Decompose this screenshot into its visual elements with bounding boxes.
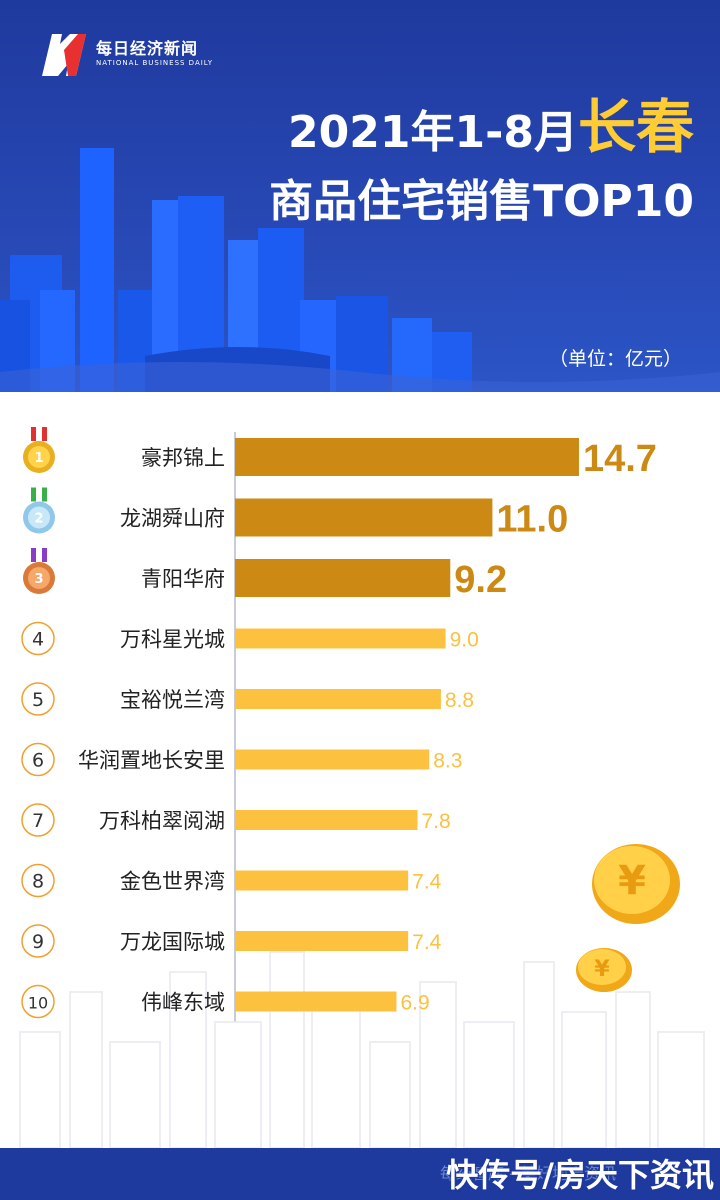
category-label: 万科柏翠阅湖	[99, 809, 225, 833]
bar-8	[235, 870, 409, 891]
svg-text:¥: ¥	[594, 957, 610, 982]
value-label: 7.8	[422, 810, 451, 833]
bar-5	[235, 689, 441, 709]
value-label: 9.2	[454, 559, 507, 601]
title-line-2: 商品住宅销售TOP10	[269, 176, 694, 227]
background-skyline-outline	[19, 951, 705, 1148]
bar-10	[235, 991, 397, 1012]
rank-number-5: 5	[32, 689, 44, 711]
medal-inner-2	[28, 506, 50, 529]
value-label: 8.8	[445, 689, 474, 712]
bar-6	[235, 749, 430, 770]
rank-circle-8	[21, 863, 55, 898]
category-label: 豪邦锦上	[141, 446, 225, 470]
category-label: 龙湖舜山府	[120, 507, 225, 531]
rank-number-6: 6	[32, 750, 44, 772]
watermark-text: 快传号/房天下资讯	[446, 1156, 714, 1194]
value-label: 9.0	[450, 629, 479, 652]
medal-inner-3	[28, 567, 50, 589]
medal-inner-1	[28, 446, 50, 468]
rank-number-9: 9	[32, 931, 44, 953]
value-label: 14.7	[583, 438, 657, 480]
rank-circle-6	[21, 742, 55, 777]
title-line-1: 2021年1-8月长春	[288, 92, 694, 168]
value-label: 7.4	[412, 871, 442, 894]
medal-ribbon-1	[42, 427, 47, 441]
rank-number-7: 7	[32, 810, 44, 832]
medal-ribbon-2	[31, 487, 36, 502]
value-label: 8.3	[433, 750, 462, 773]
category-label: 金色世界湾	[120, 870, 225, 894]
brand-logo: 每日经济新闻 NATIONAL BUSINESS DAILY	[38, 30, 213, 78]
medal-ribbon-3	[31, 548, 36, 562]
bar-4	[235, 628, 446, 649]
rank-circle-5	[21, 682, 55, 716]
rank-circle-4	[21, 621, 55, 656]
footer-source: 每经智库 - 美好地产资讯	[440, 1164, 616, 1183]
bar-3	[235, 559, 451, 597]
value-label: 11.0	[496, 499, 568, 541]
category-label: 华润置地长安里	[78, 749, 225, 773]
logo-n-icon	[42, 34, 86, 76]
category-label: 伟峰东域	[141, 991, 225, 1015]
rank-number-8: 8	[32, 871, 44, 893]
title-period: 2021年1-8月	[288, 107, 578, 158]
rank-circle-9	[21, 924, 55, 958]
category-label: 万龙国际城	[120, 930, 225, 954]
bar-7	[235, 810, 418, 830]
header-banner: 每日经济新闻 NATIONAL BUSINESS DAILY 2021年1-8月…	[0, 0, 720, 392]
logo-chinese-text: 每日经济新闻	[96, 39, 199, 58]
rank-circle-7	[21, 803, 55, 837]
rank-number-1: 1	[34, 451, 43, 466]
city-skyline-illustration	[0, 148, 720, 392]
medal-ribbon-2	[42, 487, 47, 502]
rank-number-2: 2	[34, 512, 43, 527]
title-city: 长春	[577, 93, 694, 161]
bar-9	[235, 931, 409, 951]
value-label: 6.9	[400, 992, 429, 1015]
sales-bar-chart: 1 豪邦锦上 14.7 2 龙湖舜山府 11.0 3 青阳华府 9.2 4 万科星光城 9.0 5 宝裕悦…	[21, 427, 657, 1022]
medal-ribbon-1	[31, 427, 36, 441]
gold-coins-decoration: ¥ ¥	[576, 844, 680, 992]
logo-english-text: NATIONAL BUSINESS DAILY	[96, 59, 214, 67]
rank-number-3: 3	[34, 572, 43, 587]
bar-chart-area: 1 豪邦锦上 14.7 2 龙湖舜山府 11.0 3 青阳华府 9.2 4 万科星光城 9.0 5 宝裕悦…	[0, 392, 720, 1148]
bar-2	[235, 498, 493, 537]
footer-bar: 每经智库 - 美好地产资讯 快传号/房天下资讯	[0, 1148, 720, 1200]
rank-number-10: 10	[28, 994, 48, 1013]
category-label: 宝裕悦兰湾	[120, 688, 225, 712]
category-label: 青阳华府	[141, 567, 225, 591]
rank-number-4: 4	[32, 629, 44, 651]
bar-1	[235, 438, 579, 476]
rank-circle-10	[21, 984, 55, 1019]
category-label: 万科星光城	[120, 628, 225, 652]
unit-label: （单位：亿元）	[548, 348, 682, 370]
value-label: 7.4	[412, 931, 442, 954]
medal-ribbon-3	[42, 548, 47, 562]
svg-text:¥: ¥	[618, 858, 646, 904]
